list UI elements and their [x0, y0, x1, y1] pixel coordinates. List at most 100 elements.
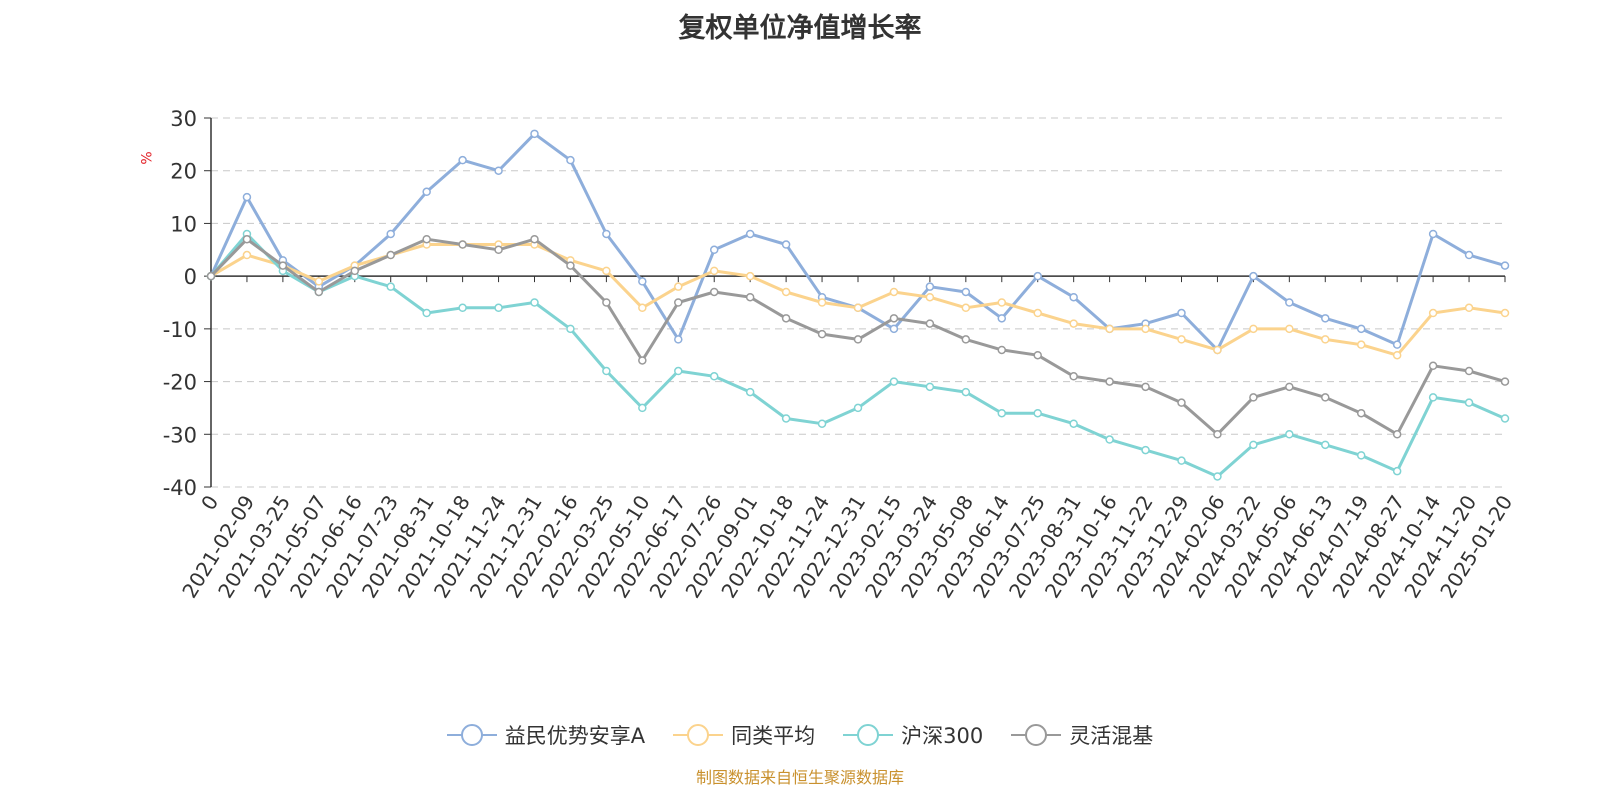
series-0-point	[961, 287, 971, 297]
series-3-point	[458, 240, 467, 249]
series-3-point	[925, 319, 935, 328]
series-1-point	[1356, 340, 1366, 349]
series-3-point	[1249, 393, 1258, 402]
series-3-point	[422, 234, 431, 244]
series-3-point	[817, 329, 827, 339]
series-3-point	[350, 266, 360, 276]
series-0-point	[709, 245, 719, 255]
series-1-point	[961, 303, 971, 313]
series-3-point	[1321, 393, 1330, 402]
legend-swatch-icon	[1011, 724, 1062, 746]
series-2-point	[745, 387, 755, 397]
legend-item-1[interactable]: 同类平均	[673, 720, 815, 750]
series-3-point	[853, 335, 863, 344]
series-0-point	[1500, 261, 1510, 270]
series-2-point	[709, 372, 719, 381]
series-2-point	[1428, 393, 1438, 402]
series-1-point	[1105, 324, 1114, 334]
series-0-point	[745, 229, 755, 239]
series-2-point	[1033, 408, 1042, 418]
series-1-point	[1500, 308, 1510, 318]
series-2-point	[1249, 440, 1258, 450]
legend-item-0[interactable]: 益民优势安享A	[446, 720, 646, 750]
series-0-point	[674, 335, 683, 344]
series-2-point	[853, 403, 863, 413]
series-0-point	[1069, 292, 1078, 302]
series-3-point	[638, 356, 647, 365]
legend-item-2[interactable]: 沪深300	[843, 720, 983, 750]
series-0-point	[1392, 340, 1402, 349]
series-3-point	[709, 287, 719, 297]
series-2-point	[386, 282, 395, 291]
series-1-point	[997, 298, 1007, 307]
series-2-point	[530, 298, 539, 307]
series-0-point	[566, 155, 575, 165]
series-1-point	[925, 292, 935, 302]
series-3-point	[602, 298, 611, 307]
series-2-point	[638, 403, 647, 413]
series-2-point	[494, 303, 503, 313]
series-2-point	[566, 324, 575, 334]
x-tick-label: 0	[196, 491, 223, 515]
series-2-point	[1285, 430, 1294, 439]
series-0-point	[638, 277, 647, 286]
series-3-point	[566, 261, 575, 270]
y-tick-label: -40	[163, 476, 197, 500]
series-0-point	[422, 187, 431, 197]
series-1-point	[314, 277, 324, 286]
series-0-point	[1033, 271, 1042, 281]
series-1-point	[638, 303, 647, 313]
y-tick-label: -10	[163, 318, 197, 342]
series-0-point	[1464, 250, 1474, 260]
series-3-point	[961, 335, 971, 344]
series-3-point	[1464, 366, 1474, 376]
series-3-point	[242, 234, 252, 244]
series-line-0	[209, 132, 1506, 352]
series-2-point	[817, 419, 827, 428]
series-2-point	[925, 382, 935, 392]
series-2-point	[1321, 440, 1330, 450]
series-1-point	[602, 266, 611, 276]
legend-label: 沪深300	[901, 724, 984, 748]
series-1-point	[781, 287, 791, 297]
legend-swatch-icon	[673, 724, 724, 746]
series-2-point	[1105, 435, 1114, 444]
series-2-point	[1500, 414, 1510, 423]
legend-swatch-icon	[843, 724, 894, 746]
series-3-point	[781, 314, 791, 323]
legend-label: 益民优势安享A	[504, 724, 646, 748]
series-0-point	[997, 314, 1007, 323]
series-3-point	[1069, 372, 1078, 381]
series-1-point	[1033, 308, 1042, 318]
legend-item-3[interactable]: 灵活混基	[1011, 720, 1153, 750]
legend-label: 灵活混基	[1069, 724, 1154, 748]
series-1-point	[817, 298, 827, 307]
y-tick-label: -30	[163, 423, 197, 447]
series-3-point	[674, 298, 683, 307]
series-0-point	[1249, 271, 1258, 281]
series-3-point	[278, 261, 288, 270]
series-2-point	[1464, 398, 1474, 407]
series-1-point	[745, 271, 755, 281]
series-0-point	[602, 229, 611, 239]
series-3-point	[1356, 408, 1366, 418]
series-1-point	[1464, 303, 1474, 313]
series-1-point	[889, 287, 899, 297]
series-3-point	[530, 234, 539, 244]
series-3-point	[386, 250, 395, 260]
series-0-point	[458, 155, 467, 165]
legend-label: 同类平均	[731, 724, 816, 748]
series-2-point	[1177, 456, 1186, 465]
y-tick-label: 0	[184, 265, 197, 289]
line-chart: 3020100-10-20-30-4002021-02-092021-03-25…	[163, 107, 1518, 602]
series-1-point	[1249, 324, 1258, 334]
series-3-point	[745, 292, 755, 302]
series-2-point	[602, 366, 611, 376]
legend-swatch-icon	[446, 724, 497, 746]
series-0-point	[1428, 229, 1438, 239]
series-0-point	[925, 282, 935, 291]
series-1-point	[1177, 335, 1186, 344]
series-1-point	[1428, 308, 1438, 318]
series-1-point	[1392, 350, 1402, 360]
series-2-point	[889, 377, 899, 386]
